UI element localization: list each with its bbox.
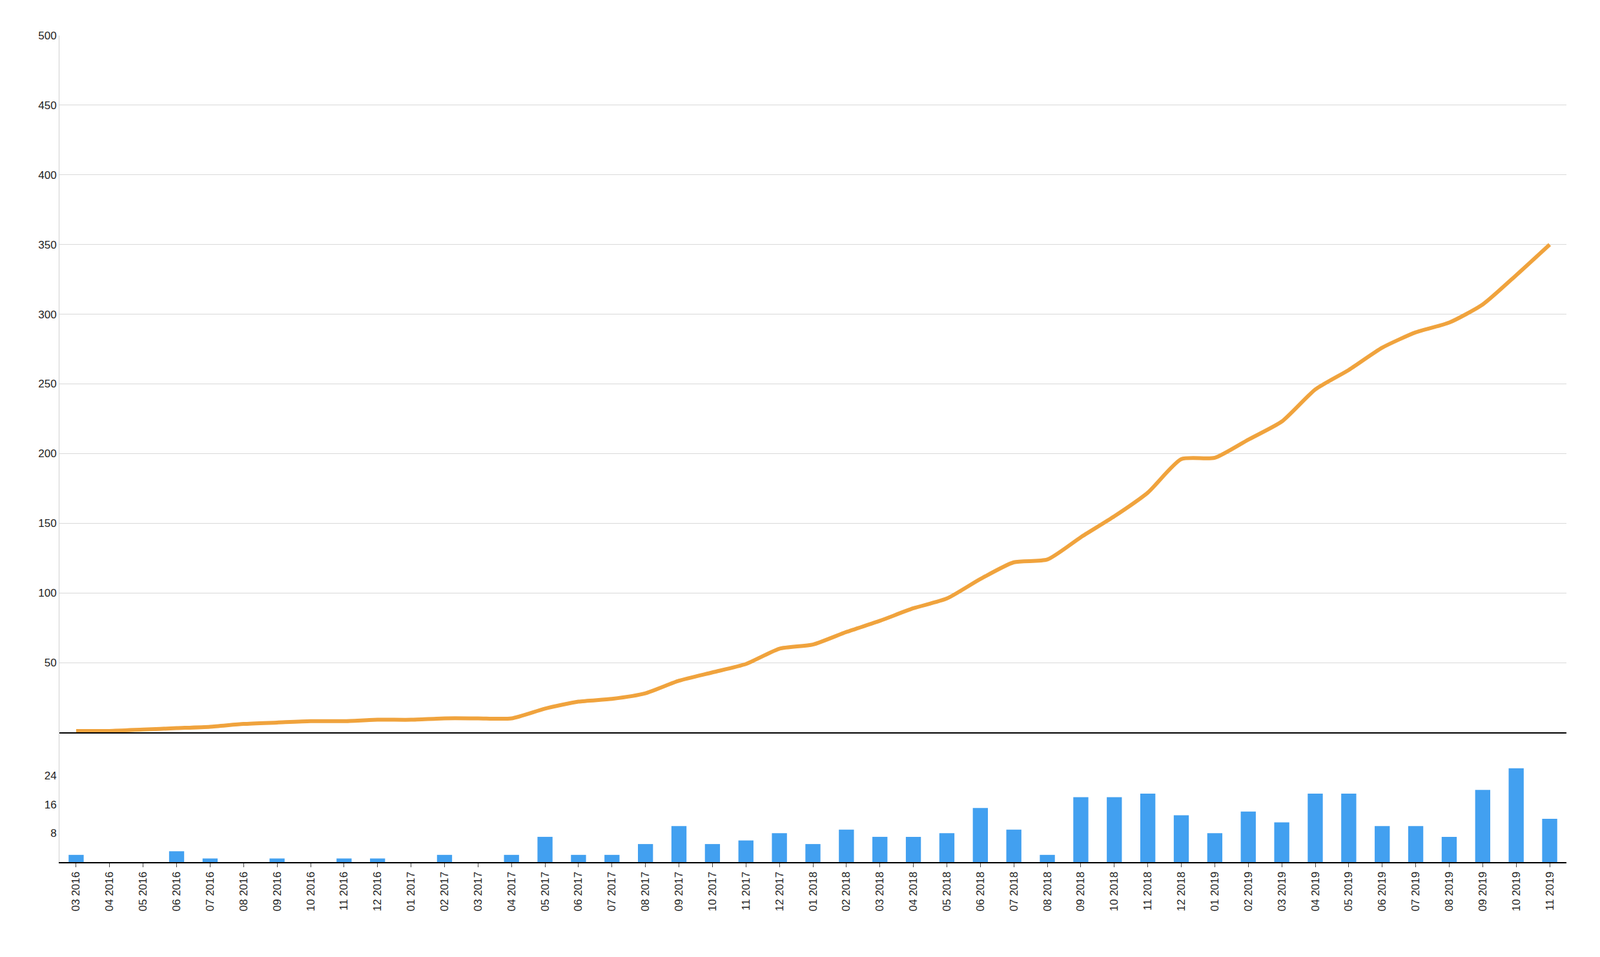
svg-text:07 2019: 07 2019 <box>1409 871 1422 912</box>
svg-text:01 2019: 01 2019 <box>1208 871 1221 912</box>
svg-text:08 2017: 08 2017 <box>639 871 652 912</box>
svg-text:09 2017: 09 2017 <box>672 871 686 912</box>
svg-text:10 2017: 10 2017 <box>706 871 719 912</box>
svg-text:200: 200 <box>38 447 57 460</box>
svg-text:16: 16 <box>44 798 57 811</box>
svg-text:03 2018: 03 2018 <box>873 871 886 912</box>
svg-text:07 2018: 07 2018 <box>1007 871 1021 912</box>
svg-text:09 2018: 09 2018 <box>1074 871 1087 912</box>
svg-text:12 2017: 12 2017 <box>773 871 786 912</box>
svg-text:11 2016: 11 2016 <box>337 871 350 911</box>
svg-text:06 2017: 06 2017 <box>572 871 585 912</box>
svg-text:10 2018: 10 2018 <box>1107 871 1121 912</box>
svg-text:11 2018: 11 2018 <box>1141 871 1154 911</box>
svg-text:11 2019: 11 2019 <box>1543 871 1557 911</box>
svg-text:03 2016: 03 2016 <box>69 871 83 912</box>
svg-text:450: 450 <box>38 99 57 112</box>
svg-text:24: 24 <box>44 769 57 782</box>
svg-text:10 2016: 10 2016 <box>304 871 318 912</box>
svg-text:10 2019: 10 2019 <box>1510 871 1523 912</box>
svg-text:350: 350 <box>38 238 57 252</box>
svg-text:150: 150 <box>38 517 57 530</box>
svg-text:100: 100 <box>38 586 57 600</box>
svg-text:04 2017: 04 2017 <box>505 871 518 912</box>
svg-text:400: 400 <box>38 169 57 182</box>
svg-text:04 2019: 04 2019 <box>1309 871 1322 912</box>
svg-text:05 2016: 05 2016 <box>136 871 150 912</box>
svg-text:07 2017: 07 2017 <box>605 871 618 912</box>
svg-text:01 2018: 01 2018 <box>807 871 820 912</box>
svg-text:03 2017: 03 2017 <box>471 871 485 912</box>
svg-text:02 2018: 02 2018 <box>840 871 853 912</box>
svg-text:09 2016: 09 2016 <box>271 871 284 912</box>
svg-text:08 2019: 08 2019 <box>1443 871 1456 912</box>
svg-text:06 2016: 06 2016 <box>170 871 183 912</box>
svg-text:01 2017: 01 2017 <box>404 871 418 912</box>
svg-text:07 2016: 07 2016 <box>204 871 217 912</box>
svg-text:06 2019: 06 2019 <box>1375 871 1389 912</box>
svg-text:02 2019: 02 2019 <box>1242 871 1255 912</box>
svg-text:08 2018: 08 2018 <box>1041 871 1054 912</box>
svg-text:04 2018: 04 2018 <box>907 871 920 912</box>
svg-text:03 2019: 03 2019 <box>1275 871 1289 912</box>
svg-text:12 2018: 12 2018 <box>1175 871 1188 912</box>
svg-text:02 2017: 02 2017 <box>438 871 451 912</box>
svg-text:04 2016: 04 2016 <box>103 871 116 912</box>
svg-text:8: 8 <box>50 827 57 840</box>
svg-text:08 2016: 08 2016 <box>237 871 250 912</box>
svg-text:50: 50 <box>44 656 57 669</box>
svg-text:06 2018: 06 2018 <box>974 871 987 912</box>
svg-text:11 2017: 11 2017 <box>739 871 753 911</box>
svg-text:300: 300 <box>38 308 57 321</box>
svg-text:05 2018: 05 2018 <box>940 871 954 912</box>
svg-text:250: 250 <box>38 377 57 390</box>
svg-text:05 2019: 05 2019 <box>1342 871 1355 912</box>
svg-text:05 2017: 05 2017 <box>539 871 552 912</box>
svg-text:12 2016: 12 2016 <box>371 871 384 912</box>
svg-text:500: 500 <box>38 29 57 42</box>
svg-text:09 2019: 09 2019 <box>1476 871 1489 912</box>
